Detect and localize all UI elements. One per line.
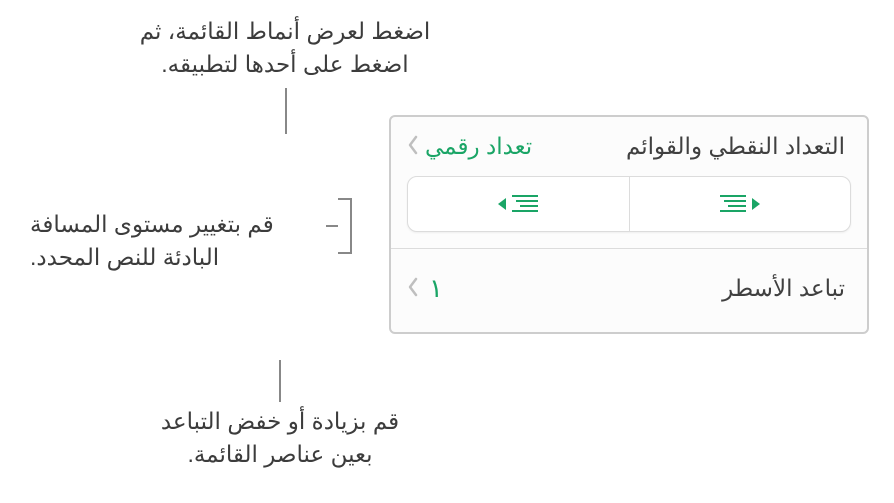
chevron-left-icon <box>407 277 419 301</box>
callout-list-styles: اضغط لعرض أنماط القائمة، ثم اضغط على أحد… <box>110 15 460 82</box>
callout-indent: قم بتغيير مستوى المسافة البادئة للنص الم… <box>30 208 325 275</box>
arrow-icon <box>498 198 506 210</box>
lines-icon <box>720 195 746 213</box>
bracket-indent <box>338 198 352 254</box>
callout-spacing: قم بزيادة أو خفض التباعد بعين عناصر القا… <box>120 405 440 472</box>
spacing-value-wrap: ١ <box>407 273 443 304</box>
outdent-icon <box>720 195 760 213</box>
callout-text: البادئة للنص المحدد. <box>30 244 219 270</box>
outdent-button[interactable] <box>630 177 851 231</box>
spacing-title: تباعد الأسطر <box>722 275 845 302</box>
leader-line <box>326 225 338 227</box>
bullets-header-row: التعداد النقطي والقوائم تعداد رقمي <box>391 117 867 170</box>
indent-icon <box>498 195 538 213</box>
indent-segmented-control <box>407 176 851 232</box>
callout-text: اضغط على أحدها لتطبيقه. <box>161 51 408 77</box>
callout-text: قم بزيادة أو خفض التباعد <box>161 408 399 434</box>
callout-text: بعين عناصر القائمة. <box>187 441 372 467</box>
line-spacing-row[interactable]: تباعد الأسطر ١ <box>391 249 867 332</box>
callout-text: اضغط لعرض أنماط القائمة، ثم <box>140 18 431 44</box>
leader-line <box>279 360 281 402</box>
bullets-section: التعداد النقطي والقوائم تعداد رقمي <box>391 117 867 249</box>
list-style-selected: تعداد رقمي <box>425 133 532 160</box>
chevron-left-icon <box>407 135 419 159</box>
arrow-icon <box>752 198 760 210</box>
lines-icon <box>512 195 538 213</box>
format-panel: التعداد النقطي والقوائم تعداد رقمي <box>389 115 869 334</box>
spacing-value: ١ <box>429 273 443 304</box>
callout-text: قم بتغيير مستوى المسافة <box>30 211 274 237</box>
list-style-picker[interactable]: تعداد رقمي <box>407 133 532 160</box>
indent-button[interactable] <box>408 177 629 231</box>
bullets-title: التعداد النقطي والقوائم <box>626 133 845 160</box>
leader-line <box>285 88 287 134</box>
